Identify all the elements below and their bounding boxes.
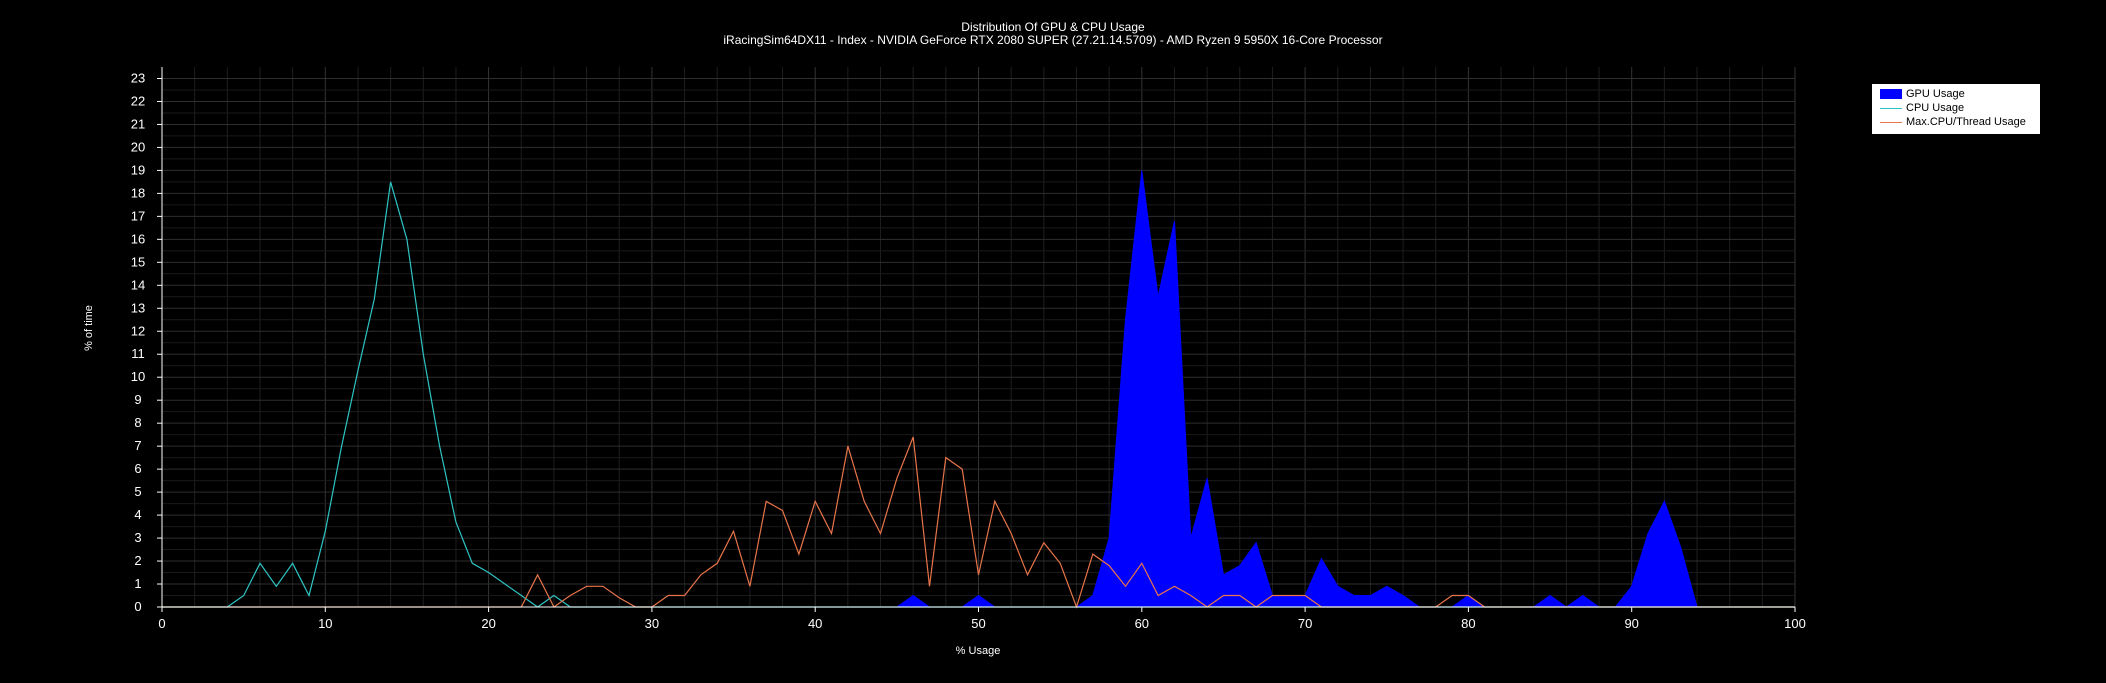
y-tick-label: 14 (131, 277, 145, 292)
x-tick-label: 70 (1298, 616, 1312, 631)
x-tick-label: 30 (645, 616, 659, 631)
legend-item-thread: Max.CPU/Thread Usage (1880, 115, 2040, 129)
y-axis-label: % of time (83, 305, 95, 351)
legend-swatch-thread (1880, 121, 1902, 123)
y-tick-label: 11 (131, 346, 145, 361)
y-tick-label: 16 (131, 231, 145, 246)
legend-swatch-cpu (1880, 107, 1902, 109)
legend-label-gpu: GPU Usage (1906, 88, 1965, 100)
y-tick-label: 13 (131, 300, 145, 315)
y-tick-label: 15 (131, 254, 145, 269)
x-tick-label: 40 (808, 616, 822, 631)
y-tick-label: 5 (134, 484, 141, 499)
y-tick-label: 12 (131, 323, 145, 338)
x-tick-label: 90 (1624, 616, 1638, 631)
y-tick-label: 1 (134, 576, 141, 591)
y-tick-label: 7 (134, 438, 141, 453)
legend-item-gpu: GPU Usage (1880, 87, 2040, 101)
legend: GPU Usage CPU Usage Max.CPU/Thread Usage (1872, 84, 2040, 134)
y-tick-label: 21 (131, 116, 145, 131)
x-axis-label: % Usage (956, 645, 1001, 657)
grid (161, 67, 1796, 608)
legend-swatch-gpu (1880, 89, 1902, 99)
legend-label-thread: Max.CPU/Thread Usage (1906, 116, 2026, 128)
y-tick-label: 3 (134, 530, 141, 545)
y-tick-label: 19 (131, 162, 145, 177)
legend-item-cpu: CPU Usage (1880, 101, 2040, 115)
chart-subtitle: iRacingSim64DX11 - Index - NVIDIA GeForc… (723, 33, 1383, 47)
y-tick-label: 20 (131, 139, 145, 154)
y-tick-label: 8 (134, 415, 141, 430)
y-tick-label: 6 (134, 461, 141, 476)
x-tick-label: 0 (158, 616, 165, 631)
x-tick-label: 50 (971, 616, 985, 631)
y-tick-label: 17 (131, 208, 145, 223)
y-tick-label: 4 (134, 507, 141, 522)
y-tick-label: 18 (131, 185, 145, 200)
y-tick-label: 9 (134, 392, 141, 407)
y-tick-label: 0 (134, 599, 141, 614)
y-tick-label: 23 (131, 70, 145, 85)
x-tick-label: 20 (481, 616, 495, 631)
y-tick-label: 10 (131, 369, 145, 384)
y-tick-label: 2 (134, 553, 141, 568)
series-max-cpu-thread-usage-line (162, 436, 1795, 609)
x-tick-label: 10 (318, 616, 332, 631)
x-tick-label: 80 (1461, 616, 1475, 631)
x-tick-label: 100 (1784, 616, 1806, 631)
y-tick-label: 22 (131, 93, 145, 108)
chart-title: Distribution Of GPU & CPU Usage (961, 20, 1145, 34)
x-tick-label: 60 (1135, 616, 1149, 631)
legend-label-cpu: CPU Usage (1906, 102, 1965, 114)
